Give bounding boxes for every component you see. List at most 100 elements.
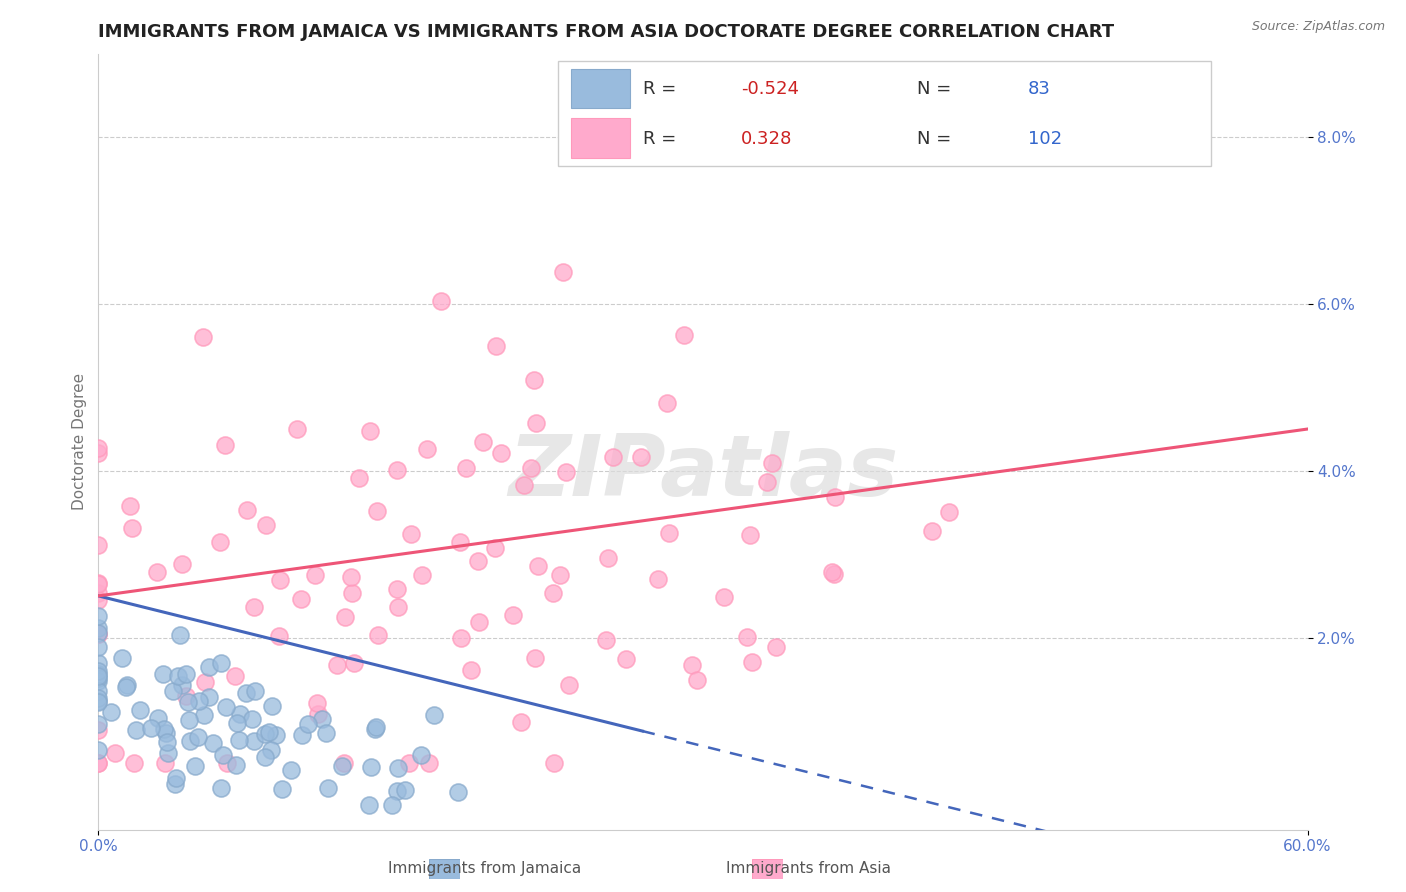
Point: [152, 667, 174, 681]
Point: [456, 461, 478, 475]
Point: [524, 651, 547, 665]
Y-axis label: Doctorate Degree: Doctorate Degree: [72, 373, 87, 510]
Point: [87, 442, 110, 456]
Point: [87, 593, 110, 607]
Point: [340, 586, 363, 600]
Point: [647, 573, 669, 587]
Point: [765, 640, 787, 654]
Point: [416, 442, 439, 457]
Point: [235, 686, 257, 700]
Point: [129, 703, 152, 717]
Point: [467, 553, 489, 567]
Point: [172, 678, 194, 692]
Point: [209, 656, 232, 670]
Point: [543, 756, 565, 770]
Point: [682, 658, 704, 673]
Point: [87, 742, 110, 756]
Point: [385, 463, 408, 477]
Point: [174, 666, 197, 681]
Point: [460, 663, 482, 677]
Point: [357, 797, 380, 812]
Point: [87, 640, 110, 655]
Point: [243, 733, 266, 747]
Point: [423, 707, 446, 722]
Point: [179, 713, 201, 727]
Point: [387, 599, 409, 614]
Point: [738, 528, 761, 542]
Point: [87, 627, 110, 641]
Point: [741, 655, 763, 669]
Point: [333, 756, 356, 770]
Point: [125, 723, 148, 737]
Point: [595, 633, 617, 648]
Point: [541, 586, 564, 600]
Point: [307, 696, 329, 710]
Point: [315, 726, 337, 740]
Point: [208, 535, 231, 549]
Point: [174, 689, 197, 703]
Point: [87, 621, 110, 635]
Point: [418, 756, 440, 770]
Point: [343, 656, 366, 670]
Point: [366, 504, 388, 518]
Point: [87, 625, 110, 640]
Point: [387, 761, 409, 775]
Point: [304, 568, 326, 582]
Point: [228, 706, 250, 721]
Point: [155, 726, 177, 740]
Point: [385, 784, 408, 798]
Point: [596, 551, 619, 566]
Point: [179, 734, 201, 748]
Point: [114, 680, 136, 694]
Point: [245, 683, 267, 698]
Point: [167, 669, 190, 683]
Point: [240, 712, 263, 726]
Point: [938, 506, 960, 520]
Point: [527, 558, 550, 573]
Point: [489, 445, 512, 459]
Point: [87, 684, 110, 698]
Point: [87, 446, 110, 460]
Point: [558, 678, 581, 692]
Point: [471, 435, 494, 450]
Point: [449, 534, 471, 549]
Point: [87, 575, 110, 590]
Point: [87, 674, 110, 689]
Point: [502, 608, 524, 623]
Point: [398, 756, 420, 770]
Point: [121, 521, 143, 535]
Point: [87, 627, 110, 641]
Point: [686, 673, 709, 687]
Point: [198, 690, 221, 705]
Point: [103, 747, 125, 761]
Point: [87, 756, 110, 770]
Point: [755, 475, 778, 489]
Point: [523, 373, 546, 387]
Point: [228, 732, 250, 747]
Point: [291, 728, 314, 742]
Point: [269, 629, 291, 643]
Point: [165, 771, 187, 785]
Point: [347, 471, 370, 485]
Point: [87, 577, 110, 591]
Point: [513, 478, 536, 492]
Point: [340, 570, 363, 584]
Point: [630, 450, 652, 464]
Point: [87, 666, 110, 681]
Point: [153, 756, 176, 770]
Point: [614, 652, 637, 666]
Point: [194, 675, 217, 690]
Point: [187, 694, 209, 708]
Point: [87, 695, 110, 709]
Point: [394, 782, 416, 797]
Point: [87, 669, 110, 683]
Point: [270, 781, 292, 796]
Point: [364, 722, 387, 736]
Point: [139, 721, 162, 735]
Point: [316, 781, 339, 796]
Point: [602, 450, 624, 465]
Point: [333, 609, 356, 624]
Point: [485, 339, 508, 353]
Point: [215, 700, 238, 714]
Point: [87, 756, 110, 770]
